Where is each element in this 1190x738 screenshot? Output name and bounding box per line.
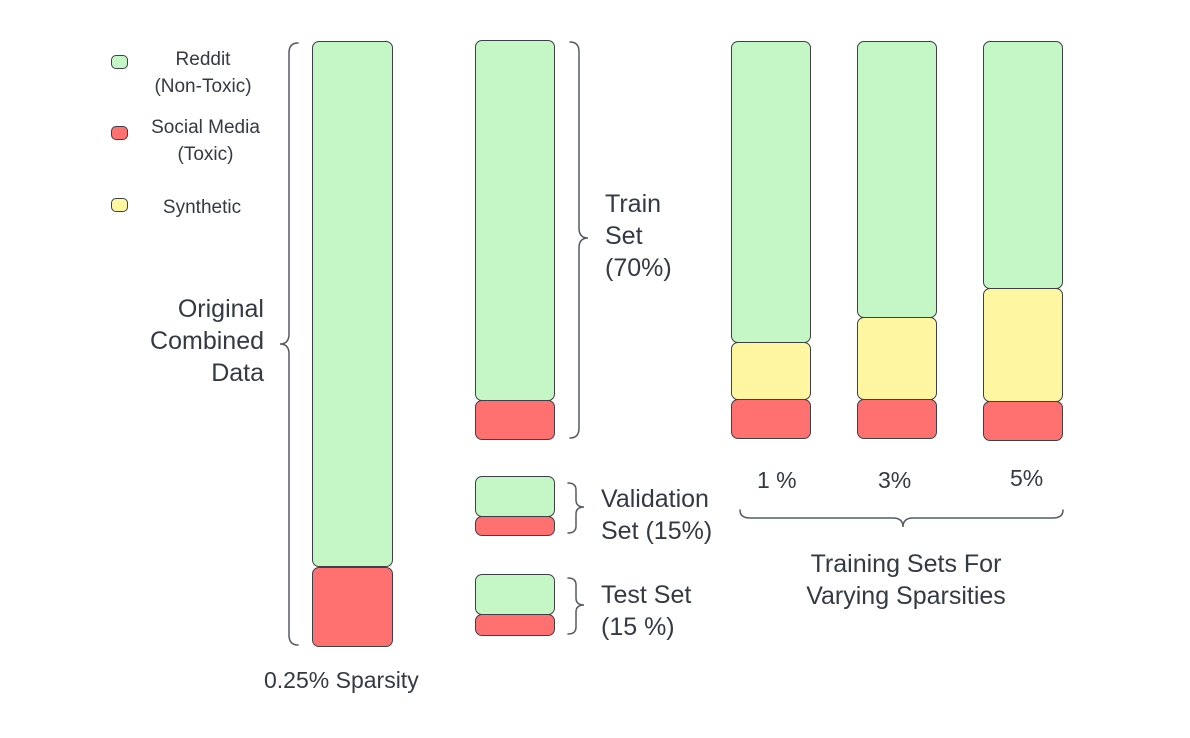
original-label-line1: Original <box>177 295 264 323</box>
sparsity-caption-line1: Training Sets For <box>810 550 1002 578</box>
validation-reddit-segment <box>475 476 555 517</box>
sparsity-3-synthetic-segment <box>857 317 937 400</box>
sparsity-5-synthetic-segment <box>983 288 1063 402</box>
validation-label-line1: Validation <box>601 485 709 513</box>
brace-original <box>279 42 299 646</box>
train-label-line1: Train <box>605 190 662 218</box>
train-set-label: Train Set (70%) <box>605 188 672 284</box>
legend-label-synthetic: Synthetic <box>138 194 266 221</box>
original-data-label: Original Combined Data <box>130 293 264 389</box>
validation-social-media-segment <box>475 516 555 536</box>
legend-swatch-social-media <box>111 126 128 140</box>
brace-validation <box>567 482 585 534</box>
original-label-line3: Data <box>211 359 264 387</box>
sparsity-caption-line2: Varying Sparsities <box>806 582 1006 610</box>
original-social-media-segment <box>312 567 393 647</box>
test-social-media-segment <box>475 614 555 636</box>
sparsity-label-3: 3% <box>878 467 912 493</box>
brace-train <box>569 41 589 439</box>
train-label-line2: Set <box>605 222 643 250</box>
train-reddit-segment <box>475 40 555 401</box>
sparsity-5-social-media-segment <box>983 401 1063 441</box>
sparsity-1-reddit-segment <box>731 41 811 343</box>
validation-set-label: Validation Set (15%) <box>601 483 712 547</box>
legend-social-media-line1: Social Media <box>151 117 260 138</box>
legend-swatch-synthetic <box>111 198 128 212</box>
original-caption: 0.25% Sparsity <box>264 667 419 693</box>
legend-reddit-line1: Reddit <box>175 49 231 70</box>
legend-reddit-line2: (Non-Toxic) <box>154 76 252 97</box>
sparsity-5-reddit-segment <box>983 41 1063 289</box>
sparsity-caption: Training Sets For Varying Sparsities <box>790 548 1022 612</box>
train-social-media-segment <box>475 400 555 440</box>
sparsity-1-synthetic-segment <box>731 342 811 400</box>
train-label-line3: (70%) <box>605 254 672 282</box>
test-label-line2: (15 %) <box>601 613 675 641</box>
legend-label-social-media: Social Media (Toxic) <box>138 114 273 168</box>
brace-sparsities <box>739 509 1064 528</box>
brace-test <box>567 577 585 635</box>
legend-swatch-reddit <box>111 55 128 69</box>
legend-synthetic-line1: Synthetic <box>162 197 242 218</box>
original-reddit-segment <box>312 41 393 567</box>
original-label-line2: Combined <box>150 327 264 355</box>
validation-label-line2: Set (15%) <box>601 517 713 545</box>
sparsity-label-5: 5% <box>1010 465 1044 491</box>
sparsity-3-social-media-segment <box>857 399 937 439</box>
test-reddit-segment <box>475 574 555 615</box>
sparsity-3-reddit-segment <box>857 41 937 318</box>
test-set-label: Test Set (15 %) <box>601 579 691 643</box>
sparsity-1-social-media-segment <box>731 399 811 439</box>
legend-label-reddit: Reddit (Non-Toxic) <box>138 46 268 100</box>
test-label-line1: Test Set <box>601 581 692 609</box>
legend-social-media-line2: (Toxic) <box>177 144 234 165</box>
sparsity-label-1: 1 % <box>757 467 797 493</box>
